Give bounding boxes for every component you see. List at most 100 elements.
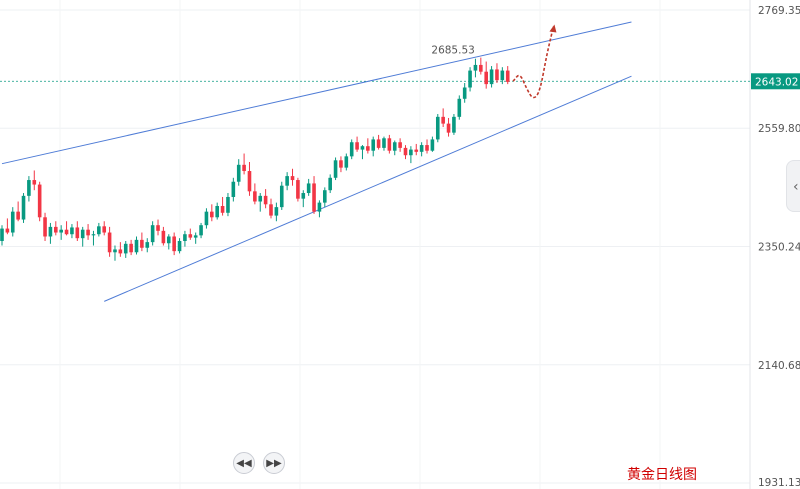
candle-body	[140, 239, 144, 248]
candle-body	[468, 70, 472, 88]
candle-body	[64, 229, 69, 235]
candle-body	[409, 149, 413, 156]
candle-body	[430, 139, 435, 151]
candle-body	[48, 226, 53, 237]
candle-body	[323, 190, 327, 203]
candle-body	[37, 184, 42, 218]
candle-body	[419, 145, 424, 152]
candle-body	[172, 236, 176, 252]
candle-body	[398, 142, 402, 148]
candle-body	[145, 242, 150, 248]
candle-body	[355, 142, 359, 150]
candle-body	[118, 249, 123, 254]
candle-body	[435, 116, 440, 140]
candle-body	[344, 156, 349, 168]
candle-body	[462, 87, 467, 99]
candle-body	[70, 227, 74, 235]
candle-body	[10, 211, 15, 233]
trendline-lower	[104, 75, 632, 302]
candle-body	[484, 71, 488, 85]
candle-body	[242, 164, 246, 172]
candle-body	[107, 232, 112, 253]
candle-body	[495, 69, 499, 81]
candle-body	[129, 243, 133, 253]
candle-body	[193, 235, 198, 238]
candle-body	[188, 234, 193, 238]
chart-title: 黄金日线图	[627, 467, 697, 483]
candle-body	[183, 234, 187, 241]
current-price-badge	[751, 73, 800, 90]
projection-path	[512, 26, 555, 99]
candle-body	[54, 226, 58, 233]
candle-body	[296, 180, 300, 199]
candle-body	[360, 146, 365, 150]
candle-body	[446, 123, 451, 133]
candle-body	[371, 139, 376, 151]
candle-body	[102, 226, 107, 233]
candle-body	[258, 195, 263, 202]
candle-body	[290, 176, 295, 181]
candle-body	[328, 177, 332, 191]
candle-body	[500, 70, 505, 81]
candle-body	[199, 225, 203, 236]
candle-body	[392, 142, 397, 151]
candle-body	[312, 183, 316, 212]
candle-body	[16, 211, 20, 220]
current-price-label: 2643.02	[755, 76, 798, 88]
candle-body	[0, 228, 4, 241]
candle-body	[123, 243, 128, 254]
candle-body	[21, 195, 26, 220]
candle-body	[247, 171, 252, 192]
candle-body	[274, 207, 279, 216]
skip-forward-icon[interactable]: ▶▶	[263, 452, 285, 474]
candle-body	[349, 142, 354, 157]
candle-body	[269, 204, 273, 216]
candle-body	[43, 217, 47, 237]
skip-back-icon[interactable]: ◀◀	[233, 452, 255, 474]
candle-body	[333, 160, 338, 178]
candle-body	[382, 138, 386, 148]
candle-body	[441, 116, 445, 124]
y-tick-label: 2769.35	[758, 5, 800, 17]
y-tick-label: 2559.80	[758, 123, 800, 135]
y-tick-label: 2350.24	[758, 242, 800, 254]
candle-body	[5, 228, 10, 233]
candle-body	[306, 183, 311, 194]
candle-body	[317, 202, 322, 212]
candle-body	[479, 64, 483, 72]
candle-body	[263, 195, 268, 205]
candle-body	[97, 226, 101, 235]
candle-body	[177, 240, 182, 252]
candle-body	[32, 180, 37, 185]
candle-body	[156, 225, 160, 231]
candle-body	[91, 234, 96, 236]
candle-body	[80, 229, 85, 239]
candle-body	[226, 196, 230, 213]
candle-body	[220, 206, 225, 213]
candle-body	[505, 70, 510, 82]
candle-body	[425, 145, 429, 151]
candle-body	[387, 138, 392, 151]
candle-body	[285, 176, 289, 186]
candle-body	[366, 146, 370, 151]
y-tick-label: 2140.68	[758, 360, 800, 372]
candle-body	[161, 230, 166, 244]
candle-body	[75, 227, 80, 239]
candle-body	[150, 225, 155, 243]
y-tick-label: 1931.13	[758, 477, 800, 489]
candle-body	[166, 236, 171, 244]
candle-body	[210, 211, 214, 218]
candle-body	[134, 239, 139, 253]
candle-body	[113, 249, 117, 253]
candle-body	[279, 185, 284, 208]
candle-body	[301, 193, 306, 199]
projection-arrowhead	[549, 24, 557, 33]
candle-body	[376, 139, 381, 148]
high-price-label: 2685.53	[431, 44, 474, 56]
candle-body	[204, 211, 209, 226]
candle-body	[457, 98, 462, 117]
candle-body	[414, 149, 419, 152]
chevron-left-icon[interactable]: ‹	[786, 160, 800, 212]
